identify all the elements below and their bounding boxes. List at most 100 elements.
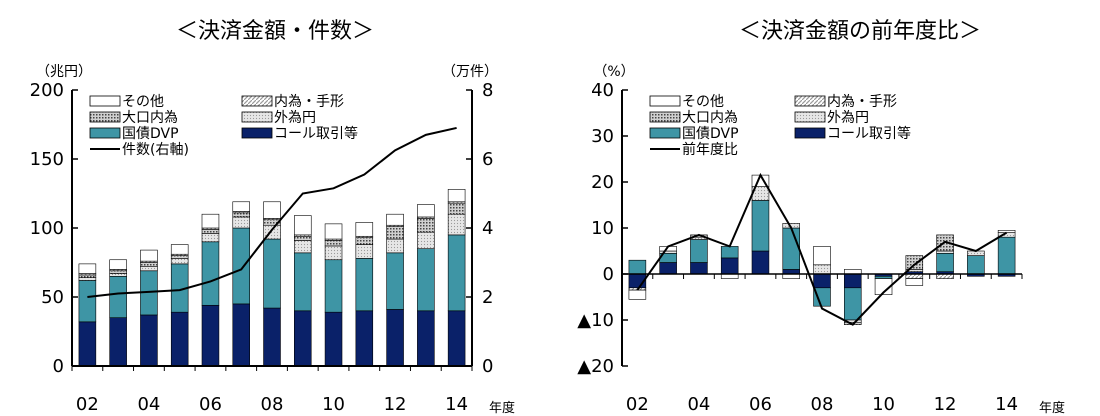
bar-large_domestic-11 (905, 255, 924, 270)
legend-swatch-call (241, 127, 273, 139)
bar-jgb-04 (690, 239, 708, 263)
bar-foreign_yen-10 (324, 245, 343, 261)
bar-jgb-11 (355, 258, 374, 312)
bar-other-09 (294, 215, 312, 236)
bar-foreign_yen-03 (109, 273, 127, 277)
bar-jgb-13 (417, 248, 435, 312)
bar-other-02 (78, 263, 97, 274)
bar-call-03 (109, 317, 127, 367)
y2-tick-label: 2 (482, 287, 493, 308)
bar-jgb-14 (447, 234, 466, 312)
line-series (87, 126, 457, 298)
x-tick-label: 04 (137, 394, 160, 415)
legend-label: その他 (682, 94, 724, 110)
x-axis-unit: 年度 (489, 400, 515, 416)
x-tick-label: 10 (322, 394, 345, 415)
bar-other-05 (170, 244, 189, 255)
legend-label: 件数(右軸) (122, 142, 189, 158)
bar-call-09 (844, 273, 862, 289)
y2-tick-label: 6 (482, 149, 493, 170)
bar-call-08 (263, 307, 281, 367)
x-tick-label: 06 (199, 394, 222, 415)
bar-call-11 (355, 310, 374, 367)
x-tick-label: 02 (626, 394, 649, 415)
bar-jgb-13 (967, 255, 985, 275)
bar-other-11 (355, 222, 374, 237)
x-tick-label: 08 (261, 394, 284, 415)
bar-jgb-10 (874, 275, 893, 279)
bar-other-11 (905, 278, 924, 286)
legend-label: 外為円 (827, 110, 869, 126)
x-tick-label: 14 (995, 394, 1018, 415)
bar-call-06 (751, 250, 770, 275)
bar-other-12 (386, 213, 404, 226)
bar-foreign_yen-11 (355, 244, 374, 259)
legend-label: 外為円 (274, 110, 316, 126)
bar-large_domestic-06 (201, 229, 220, 234)
y-tick-label: 200 (30, 80, 64, 101)
bar-other-03 (109, 259, 127, 270)
bar-jgb-09 (844, 287, 862, 321)
legend-swatch-foreign_yen (241, 111, 273, 123)
y-tick-label: 50 (41, 287, 64, 308)
bar-jgb-06 (751, 200, 770, 252)
bar-foreign_yen-07 (232, 216, 250, 229)
bar-call-08 (813, 273, 831, 289)
bar-jgb-14 (997, 236, 1016, 275)
bar-other-14 (447, 189, 466, 203)
y2-tick-label: 0 (482, 356, 493, 377)
x-axis-unit: 年度 (1039, 400, 1065, 416)
y-tick-label: 10 (591, 218, 614, 239)
bar-foreign_yen-03 (659, 250, 677, 254)
line-series (636, 172, 1008, 326)
legend-swatch-large_domestic (89, 111, 121, 123)
legend-swatch-domestic_bills (794, 95, 826, 107)
bar-other-07 (232, 201, 250, 212)
bar-large_domestic-07 (232, 212, 250, 218)
legend-swatch-large_domestic (649, 111, 681, 123)
bar-foreign_yen-04 (140, 266, 158, 272)
legend-label: コール取引等 (827, 125, 911, 142)
bar-other-10 (324, 223, 343, 240)
bar-jgb-05 (720, 246, 739, 259)
x-tick-label: 02 (76, 394, 99, 415)
y-tick-label: 30 (591, 126, 614, 147)
legend-label: その他 (122, 94, 164, 110)
bar-jgb-08 (263, 238, 281, 309)
y-axis-unit: （%） (593, 64, 634, 80)
bar-call-05 (720, 257, 739, 275)
bar-large_domestic-14 (447, 202, 466, 215)
bars (628, 174, 1016, 325)
bar-call-04 (140, 314, 158, 367)
legend-label: 国債DVP (122, 126, 179, 142)
bar-jgb-10 (324, 259, 343, 313)
x-tick-label: 06 (749, 394, 772, 415)
legend-swatch-jgb (89, 127, 121, 139)
bar-other-04 (140, 249, 158, 262)
legend-label: 大口内為 (122, 110, 178, 126)
legend-label: コール取引等 (274, 125, 358, 142)
bar-call-12 (386, 309, 404, 367)
legend-swatch-foreign_yen (794, 111, 826, 123)
x-tick-label: 04 (687, 394, 710, 415)
bar-call-03 (659, 262, 677, 275)
bar-call-06 (201, 304, 220, 367)
bar-call-05 (170, 311, 189, 367)
bar-large_domestic-04 (140, 262, 158, 267)
bar-foreign_yen-13 (417, 231, 435, 249)
y-tick-label: 20 (591, 172, 614, 193)
bar-large_domestic-03 (109, 270, 127, 274)
bar-call-07 (232, 303, 250, 367)
bar-large_domestic-12 (386, 226, 404, 240)
x-tick-label: 10 (872, 394, 895, 415)
y-tick-label: ▲10 (577, 310, 614, 331)
bar-jgb-09 (294, 252, 312, 312)
bar-jgb-07 (782, 227, 800, 270)
x-tick-label: 08 (811, 394, 834, 415)
y-tick-label: 100 (30, 218, 64, 239)
chart-title: ＜決済金額の前年度比＞ (739, 19, 981, 44)
bar-call-10 (324, 311, 343, 367)
